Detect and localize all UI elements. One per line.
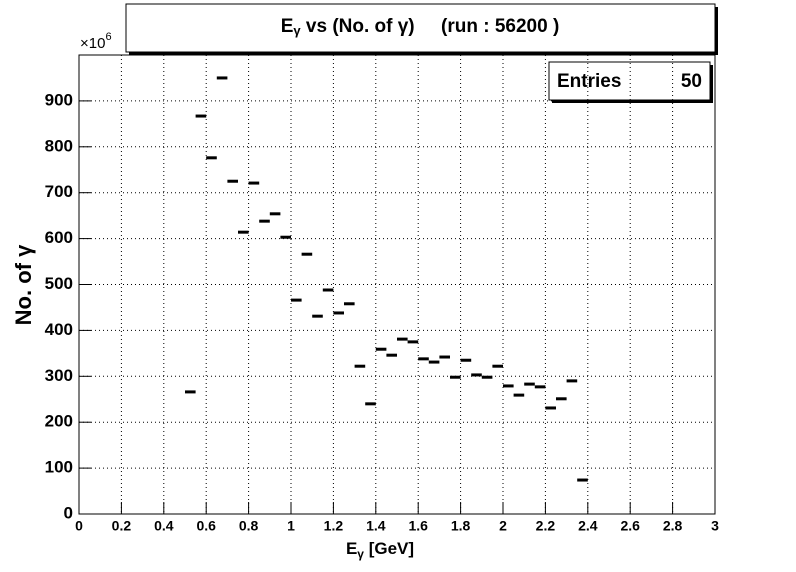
x-tick-label: 0 bbox=[75, 518, 83, 534]
y-tick-label: 900 bbox=[45, 90, 73, 109]
x-label-rest: [GeV] bbox=[364, 539, 414, 558]
y-tick-label: 500 bbox=[45, 274, 73, 293]
y-tick-label: 700 bbox=[45, 182, 73, 201]
x-tick-label: 1.4 bbox=[366, 518, 386, 534]
x-tick-label: 3 bbox=[711, 518, 719, 534]
x-tick-label: 0.4 bbox=[154, 518, 174, 534]
x-tick-label: 2 bbox=[499, 518, 507, 534]
plot-frame bbox=[78, 54, 716, 515]
x-label-sub: γ bbox=[357, 547, 364, 561]
title-box bbox=[125, 3, 716, 53]
y-tick-label: 800 bbox=[45, 136, 73, 155]
stats-box bbox=[548, 61, 711, 101]
x-axis-label: Eγ [GeV] bbox=[346, 539, 414, 561]
y-tick-label: 100 bbox=[45, 458, 73, 477]
y-tick-label: 200 bbox=[45, 412, 73, 431]
title-sub: γ bbox=[293, 23, 301, 38]
x-tick-label: 2.6 bbox=[620, 518, 640, 534]
x-tick-label: 0.2 bbox=[112, 518, 132, 534]
x-tick-label: 2.4 bbox=[578, 518, 598, 534]
x-tick-label: 0.6 bbox=[196, 518, 216, 534]
y-axis-label: No. of γ bbox=[11, 244, 36, 325]
title-rest: vs (No. of γ) (run : 56200 ) bbox=[301, 16, 560, 37]
y-tick-label: 0 bbox=[64, 503, 73, 522]
multiplier-exp: 6 bbox=[105, 31, 111, 43]
y-tick-label: 300 bbox=[45, 366, 73, 385]
x-tick-label: 0.8 bbox=[239, 518, 259, 534]
stats-value: 50 bbox=[681, 71, 702, 92]
y-tick-label: 600 bbox=[45, 228, 73, 247]
x-label-main: E bbox=[346, 539, 357, 558]
y-multiplier: ×106 bbox=[80, 31, 112, 52]
x-tick-label: 1.8 bbox=[451, 518, 471, 534]
x-tick-label: 2.8 bbox=[663, 518, 683, 534]
x-tick-label: 1 bbox=[287, 518, 295, 534]
stats-label: Entries bbox=[557, 71, 621, 92]
chart-title: Eγ vs (No. of γ) (run : 56200 ) bbox=[281, 16, 560, 38]
y-tick-label: 400 bbox=[45, 320, 73, 339]
multiplier-base: ×10 bbox=[80, 35, 105, 52]
x-tick-label: 2.2 bbox=[536, 518, 556, 534]
x-tick-label: 1.2 bbox=[324, 518, 344, 534]
x-tick-label: 1.6 bbox=[408, 518, 428, 534]
title-main: E bbox=[281, 16, 294, 37]
